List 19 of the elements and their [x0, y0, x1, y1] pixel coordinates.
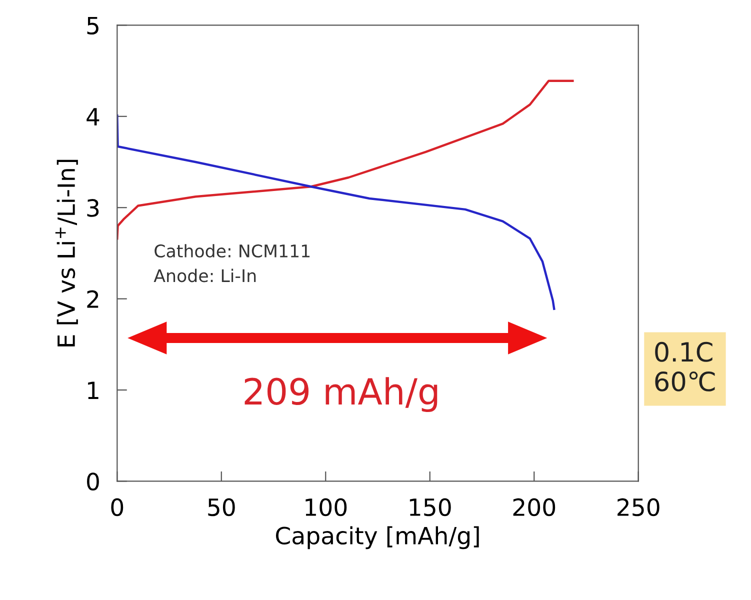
- x-tick-label: 250: [618, 498, 660, 516]
- y-tick-label: 0: [87, 472, 99, 491]
- y-tick-label: 1: [88, 382, 98, 399]
- y-tick-label: 3: [87, 199, 99, 217]
- y-tick-label: 4: [86, 108, 100, 126]
- y-tick-label: 2: [87, 290, 98, 308]
- x-tick-label: 200: [513, 498, 556, 516]
- annotation: Cathode: NCM111 Anode: Li-In: [154, 244, 310, 282]
- x-tick-label: 150: [410, 498, 451, 516]
- x-axis-title: Capacity [mAh/g]: [276, 526, 479, 550]
- y-axis-title: E [V vs Li$^{+}$/Li-In]: [55, 160, 78, 346]
- x-tick-label: 0: [111, 498, 124, 516]
- annotation: 209 mAh/g: [244, 377, 438, 412]
- x-tick-label: 50: [208, 498, 235, 516]
- line-series: [117, 114, 556, 310]
- line-series: [117, 80, 574, 240]
- y-tick-label: 5: [87, 16, 98, 35]
- text: 0.1C 60℃: [655, 342, 715, 392]
- x-tick-label: 100: [306, 498, 347, 516]
